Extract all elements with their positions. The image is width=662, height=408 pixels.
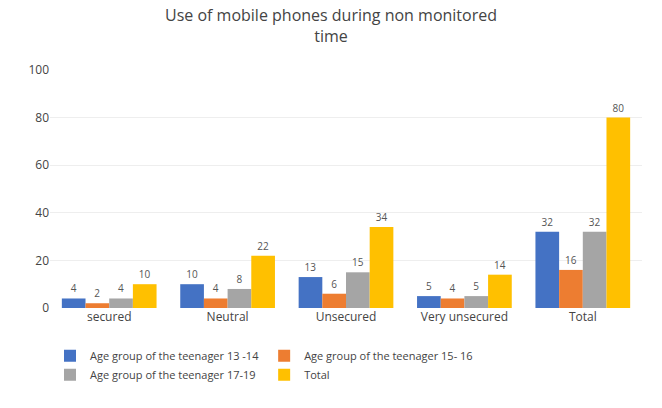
svg-text:60: 60: [35, 156, 49, 173]
svg-text:Total: Total: [304, 367, 330, 382]
svg-text:10: 10: [139, 267, 151, 281]
svg-text:4: 4: [213, 281, 219, 295]
svg-text:secured: secured: [87, 308, 132, 325]
svg-text:Very unsecured: Very unsecured: [421, 308, 508, 325]
svg-text:22: 22: [257, 239, 269, 253]
svg-text:10: 10: [186, 267, 198, 281]
svg-text:Use of mobile phones during no: Use of mobile phones during non monitore…: [165, 4, 497, 47]
svg-text:4: 4: [450, 281, 456, 295]
svg-text:Age group of the teenager 15-: Age group of the teenager 15- 16: [304, 348, 472, 363]
svg-text:4: 4: [118, 281, 124, 295]
svg-text:20: 20: [35, 252, 49, 269]
svg-text:14: 14: [494, 258, 506, 272]
svg-text:40: 40: [35, 204, 49, 221]
svg-text:16: 16: [565, 253, 577, 267]
svg-text:32: 32: [589, 215, 601, 229]
svg-text:80: 80: [612, 101, 624, 115]
svg-text:32: 32: [541, 215, 553, 229]
svg-text:Age group of the teenager 13 -: Age group of the teenager 13 -14: [90, 348, 259, 363]
svg-text:13: 13: [305, 260, 317, 274]
svg-text:Neutral: Neutral: [207, 308, 249, 325]
svg-text:Unsecured: Unsecured: [316, 308, 377, 325]
svg-text:Total: Total: [569, 308, 597, 325]
svg-text:80: 80: [35, 109, 49, 126]
svg-text:4: 4: [71, 281, 77, 295]
svg-text:Age group of the teenager 17-1: Age group of the teenager 17-19: [90, 367, 256, 382]
svg-text:8: 8: [236, 272, 242, 286]
svg-text:100: 100: [28, 61, 49, 78]
svg-text:2: 2: [94, 286, 100, 300]
svg-text:15: 15: [352, 255, 364, 269]
svg-text:6: 6: [331, 277, 337, 291]
svg-text:0: 0: [42, 299, 49, 316]
svg-text:5: 5: [473, 279, 479, 293]
svg-text:5: 5: [426, 279, 432, 293]
svg-text:34: 34: [376, 210, 388, 224]
